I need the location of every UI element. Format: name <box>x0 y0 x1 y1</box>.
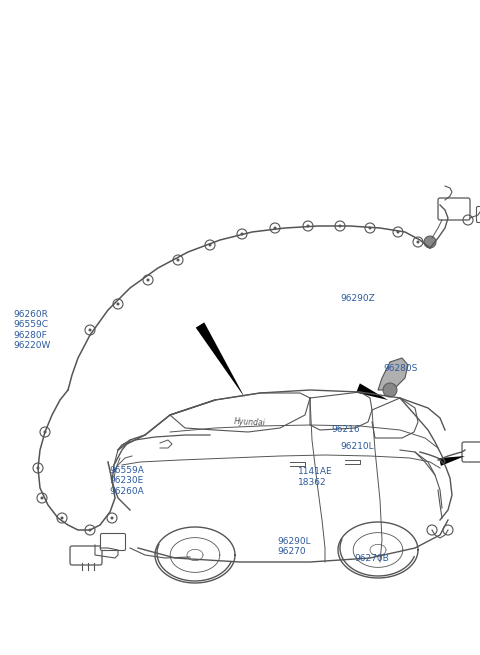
Text: 18362: 18362 <box>298 477 326 487</box>
Text: 96216: 96216 <box>331 425 360 434</box>
Text: 96230E: 96230E <box>109 476 144 485</box>
Circle shape <box>424 236 436 248</box>
Text: 96270: 96270 <box>277 547 306 556</box>
Circle shape <box>36 466 39 470</box>
Text: 96210L: 96210L <box>341 442 374 451</box>
Circle shape <box>88 529 92 531</box>
Text: 96260R: 96260R <box>13 310 48 319</box>
Text: 96260A: 96260A <box>109 487 144 496</box>
Text: 96270B: 96270B <box>354 553 389 563</box>
Circle shape <box>44 430 47 434</box>
Circle shape <box>88 329 92 331</box>
Polygon shape <box>356 383 388 400</box>
Text: 96559A: 96559A <box>109 466 144 475</box>
FancyBboxPatch shape <box>100 534 125 550</box>
Circle shape <box>240 233 243 236</box>
Polygon shape <box>196 322 245 398</box>
FancyBboxPatch shape <box>70 546 102 565</box>
Circle shape <box>396 231 399 233</box>
FancyBboxPatch shape <box>477 206 480 223</box>
Circle shape <box>177 259 180 261</box>
FancyBboxPatch shape <box>462 442 480 462</box>
Text: 96559C: 96559C <box>13 320 48 329</box>
Circle shape <box>117 303 120 305</box>
Text: 96220W: 96220W <box>13 341 51 350</box>
Circle shape <box>383 383 397 397</box>
Circle shape <box>60 517 63 519</box>
Circle shape <box>338 225 341 227</box>
Circle shape <box>369 227 372 229</box>
FancyBboxPatch shape <box>438 198 470 220</box>
Circle shape <box>208 244 212 246</box>
Text: 96290Z: 96290Z <box>341 294 375 303</box>
Polygon shape <box>378 358 408 390</box>
Circle shape <box>417 240 420 244</box>
Circle shape <box>274 227 276 229</box>
Text: 1141AE: 1141AE <box>298 467 332 476</box>
Circle shape <box>110 517 113 519</box>
Circle shape <box>146 278 149 282</box>
Text: Hyundai: Hyundai <box>234 417 266 427</box>
Circle shape <box>40 496 44 500</box>
Text: 96280F: 96280F <box>13 331 47 340</box>
Text: 96280S: 96280S <box>383 364 418 373</box>
Text: 96290L: 96290L <box>277 536 311 546</box>
Polygon shape <box>439 456 465 466</box>
Circle shape <box>307 225 310 227</box>
